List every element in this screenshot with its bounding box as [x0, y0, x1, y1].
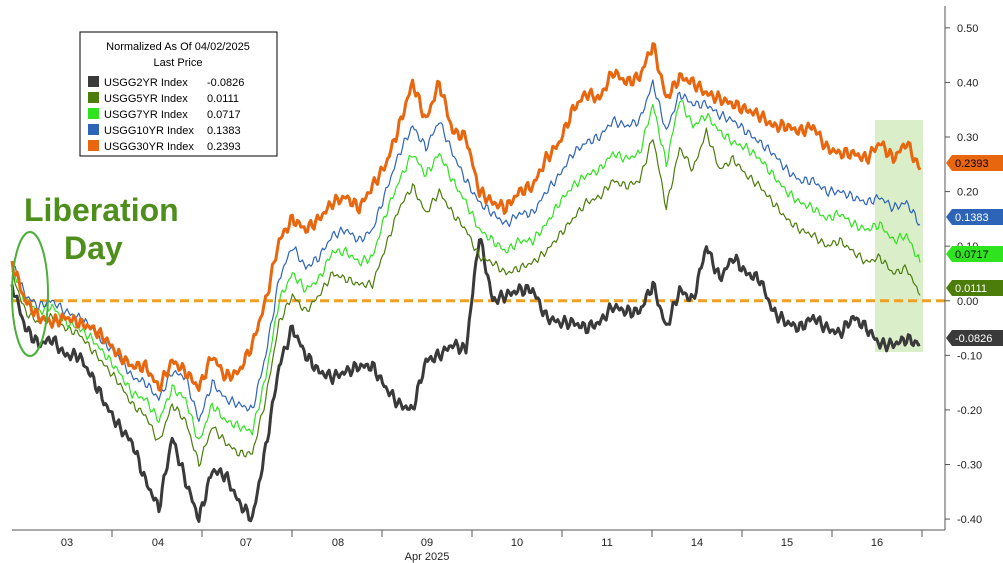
annotation-line-2: Day — [64, 230, 123, 266]
price-tag-background — [946, 330, 1003, 346]
legend-last-price: 0.1383 — [207, 125, 241, 137]
legend-subtitle: Last Price — [154, 57, 203, 69]
series-line-usgg2yr — [10, 238, 921, 523]
legend-last-price: -0.0826 — [207, 77, 244, 89]
legend-series-name: USGG2YR Index — [104, 77, 188, 89]
x-tick-label: 03 — [61, 537, 73, 549]
legend-title: Normalized As Of 04/02/2025 — [106, 41, 250, 53]
legend-last-price: 0.0111 — [207, 93, 239, 105]
x-tick-label: 15 — [781, 537, 793, 549]
legend-series-name: USGG30YR Index — [104, 141, 194, 153]
price-tag-label: -0.0826 — [955, 333, 992, 345]
legend-last-price: 0.2393 — [207, 141, 241, 153]
y-tick-label: 0.50 — [957, 23, 978, 35]
axis-layer: 0.500.400.300.200.100.00-0.10-0.20-0.30-… — [12, 6, 982, 563]
legend-swatch — [88, 140, 99, 151]
y-tick-label: -0.30 — [957, 460, 982, 472]
x-tick-label: 14 — [691, 537, 703, 549]
price-tag-label: 0.0111 — [955, 283, 987, 295]
x-tick-label: 09 — [421, 537, 433, 549]
price-tag-background — [946, 209, 1003, 225]
y-tick-label: -0.20 — [957, 405, 982, 417]
x-tick-label: 10 — [511, 537, 523, 549]
series-line-usgg5yr — [11, 127, 921, 467]
x-tick-label: 16 — [871, 537, 883, 549]
price-tag-label: 0.2393 — [955, 158, 989, 170]
legend-swatch — [88, 76, 99, 87]
series-line-usgg10yr — [11, 79, 921, 422]
legend-last-price: 0.0717 — [207, 109, 241, 121]
x-tick-label: 04 — [152, 537, 164, 549]
annotation-line-1: Liberation — [24, 192, 179, 228]
legend-swatch — [88, 92, 99, 103]
x-month-label: Apr 2025 — [405, 551, 450, 563]
legend-swatch — [88, 108, 99, 119]
legend-series-name: USGG10YR Index — [104, 125, 194, 137]
series-line-usgg30yr — [10, 42, 922, 392]
price-tag-background — [946, 246, 1003, 262]
legend-series-name: USGG7YR Index — [104, 109, 188, 121]
x-tick-label: 08 — [332, 537, 344, 549]
series-layer — [10, 42, 922, 523]
y-tick-label: -0.10 — [957, 350, 982, 362]
price-tag-background — [946, 155, 1003, 171]
liberation-day-circle — [11, 231, 49, 357]
price-tag-label: 0.1383 — [955, 212, 989, 224]
y-tick-label: 0.20 — [957, 187, 978, 199]
legend-box — [79, 31, 278, 157]
legend-swatch — [88, 124, 99, 135]
x-tick-label: 11 — [601, 537, 612, 549]
y-tick-label: 0.30 — [957, 132, 978, 144]
legend-series-name: USGG5YR Index — [104, 93, 188, 105]
price-tag-background — [946, 280, 1003, 296]
price-tag-label: 0.0717 — [955, 249, 989, 261]
legend: Normalized As Of 04/02/2025 Last Price USG… — [79, 31, 278, 157]
price-tag-layer: -0.0826 0.0111 0.0717 0.1383 0.2393 — [946, 155, 1003, 346]
y-tick-label: -0.40 — [957, 514, 982, 526]
y-tick-label: 0.00 — [957, 296, 978, 308]
x-tick-label: 07 — [240, 537, 252, 549]
series-line-usgg7yr — [11, 100, 921, 440]
y-tick-label: 0.40 — [957, 77, 978, 89]
